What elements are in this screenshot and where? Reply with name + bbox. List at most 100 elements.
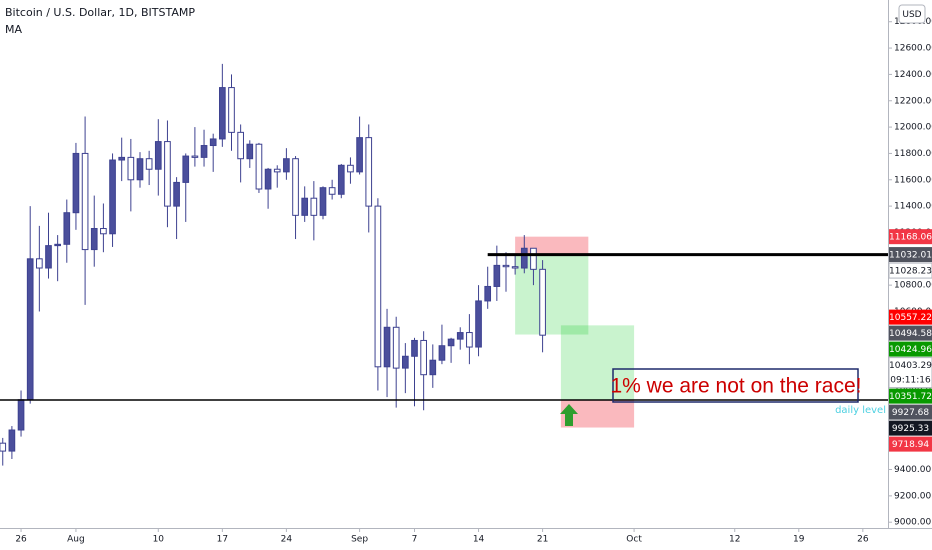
x-tick-label: 12 [729, 535, 740, 545]
currency-label: USD [902, 10, 921, 20]
candle-body [429, 359, 437, 376]
price-axis: 9000.009200.009400.009600.009800.0010000… [888, 17, 932, 528]
candle-body [154, 141, 162, 170]
candle-body [228, 87, 235, 133]
candle-body [90, 228, 98, 251]
candle-body [356, 137, 363, 173]
y-tick-label: 11800.00 [894, 149, 932, 159]
price-label-bg [889, 388, 932, 404]
x-tick-label: 17 [217, 535, 228, 545]
indicator-label: MA [5, 23, 22, 36]
price-label-bg [889, 404, 932, 420]
candle-body [8, 429, 16, 452]
candle-body [136, 158, 144, 181]
candle-body [164, 141, 171, 207]
candle-body [383, 326, 391, 368]
y-tick-label: 10800.00 [894, 281, 932, 291]
x-tick-label: 10 [153, 535, 165, 545]
y-tick-label: 11400.00 [894, 202, 932, 212]
x-tick-label: Oct [626, 535, 642, 545]
candle-body [347, 164, 354, 173]
x-tick-label: 19 [793, 535, 805, 545]
price-label: 11028.23 [889, 266, 932, 276]
x-tick-label: 7 [412, 535, 418, 545]
x-tick-label: Sep [351, 535, 368, 545]
candle-body [456, 332, 464, 340]
price-label: 9927.68 [892, 408, 929, 418]
candle-body [237, 131, 244, 160]
x-tick-label: 26 [857, 535, 869, 545]
candle-body [484, 285, 492, 302]
candle-body [54, 243, 61, 247]
candle-body [81, 152, 89, 251]
candle-body [209, 138, 217, 147]
price-label: 10494.58 [889, 329, 932, 339]
candle-body [283, 158, 290, 173]
y-tick-label: 11600.00 [894, 175, 932, 185]
position-reward [560, 325, 635, 401]
price-label-bg [889, 436, 932, 452]
candle-body [392, 326, 400, 369]
candle-body [246, 143, 254, 160]
candle-body [264, 168, 272, 190]
candle-body [0, 442, 7, 452]
candle-body [530, 247, 537, 270]
candle-body [411, 339, 418, 357]
price-label-bg [888, 357, 932, 389]
candle-body [337, 164, 345, 195]
candle-body [520, 247, 528, 269]
price-label: 10557.22 [889, 313, 932, 323]
price-label-bg [889, 325, 932, 341]
candle-body [319, 187, 327, 216]
candle-body [63, 212, 71, 245]
candle-body [365, 137, 373, 207]
candle-body [200, 145, 208, 158]
price-label: 9925.33 [892, 424, 929, 434]
price-label: 10424.96 [889, 345, 932, 355]
price-label: 11168.06 [889, 232, 932, 242]
price-label: 10351.72 [889, 392, 932, 402]
candle-body [191, 155, 199, 158]
price-label-bg [888, 262, 932, 279]
up-arrow [560, 404, 578, 426]
candle-body [17, 399, 25, 431]
y-tick-label: 12400.00 [894, 70, 932, 80]
price-label: 9718.94 [892, 440, 929, 450]
candle-body [502, 264, 510, 268]
price-label-bg [889, 341, 932, 357]
countdown-label: 09:11:16 [890, 376, 931, 386]
candle-body [493, 264, 501, 287]
y-tick-label: 12200.00 [894, 96, 932, 106]
candle-body [118, 156, 126, 161]
candle-body [255, 143, 263, 190]
candle-body [374, 205, 382, 368]
candle-body [292, 158, 299, 216]
price-label-bg [889, 420, 932, 436]
x-tick-label: 26 [15, 535, 27, 545]
plot: 26 Aug 10 17 24 Sep 7 14 21 Oct 12 19 26 [0, 63, 888, 545]
annotation-box [612, 368, 859, 403]
candle-body [219, 87, 226, 140]
y-tick-label: 12600.00 [894, 44, 932, 54]
candle-body [301, 197, 309, 216]
candle-body [36, 258, 43, 269]
price-label-bg [889, 309, 932, 325]
candle-body [539, 268, 546, 336]
x-tick-label: Aug [67, 535, 85, 545]
y-tick-label: 9200.00 [894, 491, 931, 501]
y-tick-label: 9000.00 [894, 518, 931, 528]
candle-body [182, 155, 190, 183]
candle-body [466, 332, 473, 348]
candle-body [310, 197, 318, 216]
y-tick-label: 9400.00 [894, 465, 931, 475]
price-label: 11032.01 [889, 250, 932, 260]
x-tick-label: 14 [473, 535, 485, 545]
annotation-daily-level: daily level [835, 405, 886, 416]
currency-button[interactable] [898, 4, 926, 24]
candle-body [328, 187, 336, 195]
candle-body [72, 152, 80, 214]
candle-body [45, 245, 52, 269]
candle-body [511, 266, 519, 269]
